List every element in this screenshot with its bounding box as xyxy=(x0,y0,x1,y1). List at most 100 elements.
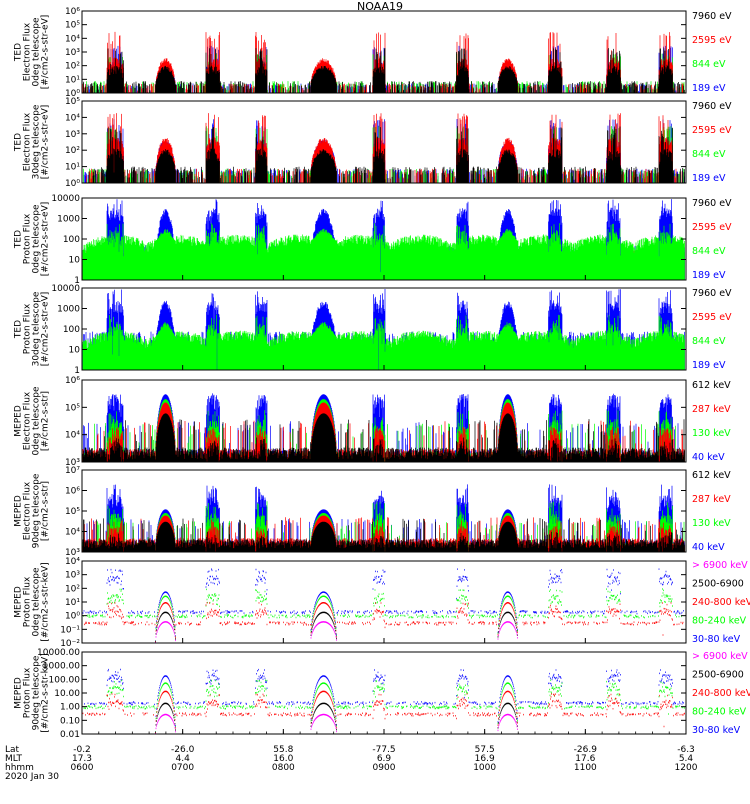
xrow-2-2: 0800 xyxy=(272,763,295,773)
ytick-label-3-3: 1000 xyxy=(57,305,80,315)
ytick-label-5-0: 10³ xyxy=(65,548,80,558)
series-6-4 xyxy=(155,621,518,643)
xrow-0-5: -26.9 xyxy=(574,745,598,755)
ytick-label-4-1: 10⁴ xyxy=(65,431,80,441)
xrow-label-0: Lat xyxy=(5,745,20,755)
ytick-label-3-2: 100 xyxy=(63,325,80,335)
series-1-3 xyxy=(88,126,685,183)
ytick-label-0-1: 10¹ xyxy=(65,75,80,85)
series-2-3 xyxy=(82,223,685,280)
ytick-label-3-4: 10000 xyxy=(51,284,80,294)
xrow-label-1: MLT xyxy=(5,754,23,764)
ytick-label-2-4: 10000 xyxy=(51,194,80,204)
legend-2-0: 7960 eV xyxy=(692,198,732,209)
legend-4-3: 40 keV xyxy=(692,452,725,463)
legend-3-1: 2595 eV xyxy=(692,312,732,323)
ytick-label-0-0: 10⁰ xyxy=(65,89,80,99)
ylabel-3-0: TED xyxy=(14,320,24,339)
ytick-label-1-3: 10³ xyxy=(65,130,80,140)
legend-7-2: 240-800 keV xyxy=(692,688,750,699)
legend-5-3: 40 keV xyxy=(692,542,725,553)
ytick-label-6-5: 10³ xyxy=(65,571,80,581)
ytick-label-0-3: 10³ xyxy=(65,48,80,58)
xrow-1-5: 17.6 xyxy=(575,754,595,764)
legend-5-1: 287 keV xyxy=(692,494,731,505)
legend-6-1: 2500-6900 xyxy=(692,579,744,590)
ylabel-6-2: 0deg telescope xyxy=(32,567,42,637)
ytick-label-7-5: 1000.00 xyxy=(43,662,80,672)
chart-title: NOAA19 xyxy=(357,0,403,13)
series-7-1 xyxy=(83,679,685,733)
ytick-label-7-4: 100.00 xyxy=(49,675,81,685)
ylabel-0-0: TED xyxy=(14,43,24,62)
xrow-label-2: hhmm xyxy=(5,763,34,773)
xrow-2-1: 0700 xyxy=(171,763,194,773)
ytick-label-2-1: 10 xyxy=(69,256,81,266)
legend-1-2: 844 eV xyxy=(692,149,726,160)
ylabel-2-1: Proton Flux xyxy=(23,213,33,264)
series-5-3 xyxy=(82,518,685,552)
series-3-1 xyxy=(82,314,685,370)
xrow-0-4: 57.5 xyxy=(475,745,495,755)
legend-0-2: 844 eV xyxy=(692,59,726,70)
xrow-1-6: 5.4 xyxy=(679,754,694,764)
ylabel-3-2: 30deg telescope xyxy=(32,291,42,366)
series-6-2 xyxy=(84,602,684,643)
legend-0-0: 7960 eV xyxy=(692,11,732,22)
ytick-label-1-2: 10² xyxy=(65,146,80,156)
xrow-0-6: -6.3 xyxy=(677,745,695,755)
ylabel-5-1: Electron Flux xyxy=(23,481,33,540)
ytick-label-3-1: 10 xyxy=(69,346,81,356)
ylabel-0-2: 0deg telescope xyxy=(32,17,42,87)
xrow-2-6: 1200 xyxy=(675,763,698,773)
ylabel-7-0: MEPED xyxy=(14,677,24,709)
legend-2-2: 844 eV xyxy=(692,246,726,257)
xrow-0-2: 55.8 xyxy=(273,745,293,755)
xrow-1-3: 6.9 xyxy=(377,754,392,764)
legend-4-2: 130 keV xyxy=(692,428,731,439)
legend-3-3: 189 eV xyxy=(692,360,726,371)
legend-6-4: 30-80 keV xyxy=(692,634,741,645)
ytick-label-7-0: 0.01 xyxy=(60,730,80,740)
ylabel-0-3: [#/cm2-s-str-eV] xyxy=(41,15,51,90)
ytick-label-0-2: 10² xyxy=(65,62,80,72)
ytick-label-6-4: 10² xyxy=(65,584,80,594)
series-0-3 xyxy=(83,48,685,93)
ytick-label-1-1: 10¹ xyxy=(65,163,80,173)
ytick-label-7-3: 10.00 xyxy=(54,689,80,699)
legend-2-3: 189 eV xyxy=(692,270,726,281)
ylabel-1-1: Electron Flux xyxy=(23,112,33,171)
legend-0-3: 189 eV xyxy=(692,83,726,94)
legend-7-3: 80-240 keV xyxy=(692,707,747,718)
ylabel-7-2: 90deg telescope xyxy=(32,655,42,730)
legend-1-1: 2595 eV xyxy=(692,125,732,136)
ytick-label-7-1: 0.10 xyxy=(60,716,80,726)
xrow-0-3: -77.5 xyxy=(372,745,395,755)
ylabel-4-2: 0deg telescope xyxy=(32,386,42,456)
series-6-1 xyxy=(83,588,682,643)
date-label: 2020 Jan 30 xyxy=(5,772,59,782)
series-7-2 xyxy=(82,690,685,734)
ytick-label-5-2: 10⁵ xyxy=(65,507,80,517)
ylabel-2-0: TED xyxy=(14,230,24,249)
ylabel-6-3: [#/cm2-s-str-keV] xyxy=(41,562,51,641)
ytick-label-6-6: 10⁴ xyxy=(65,557,80,567)
legend-7-1: 2500-6900 xyxy=(692,670,744,681)
ytick-label-5-1: 10⁴ xyxy=(65,528,80,538)
ylabel-3-1: Proton Flux xyxy=(23,303,33,354)
ylabel-2-3: [#/cm2-s-str-eV] xyxy=(41,202,51,277)
series-6-0 xyxy=(82,568,684,642)
legend-0-1: 2595 eV xyxy=(692,35,732,46)
ytick-label-7-6: 10000.00 xyxy=(37,648,80,658)
legend-3-2: 844 eV xyxy=(692,336,726,347)
ylabel-5-2: 90deg telescope xyxy=(32,473,42,548)
ylabel-2-2: 0deg telescope xyxy=(32,204,42,274)
xrow-1-1: 4.4 xyxy=(176,754,191,764)
legend-5-0: 612 keV xyxy=(692,470,731,481)
xrow-1-0: 17.3 xyxy=(72,754,92,764)
xrow-2-0: 0600 xyxy=(71,763,94,773)
legend-7-0: > 6900 keV xyxy=(692,651,748,662)
ytick-label-1-5: 10⁵ xyxy=(65,97,80,107)
